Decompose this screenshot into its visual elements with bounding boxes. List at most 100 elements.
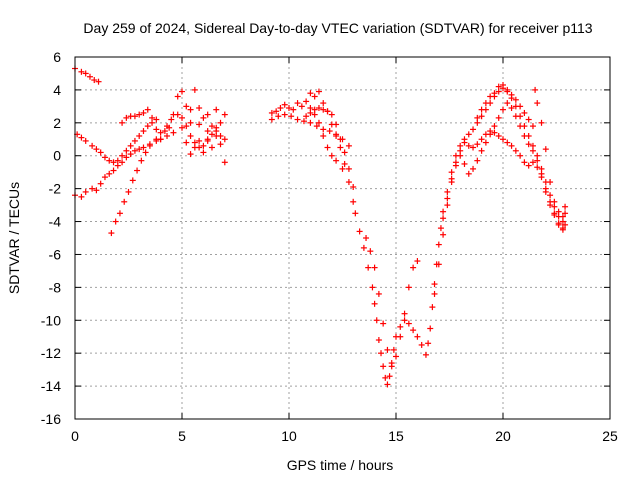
data-point [208,123,215,130]
data-point [101,154,108,161]
data-point [320,100,327,107]
plot-background [75,57,610,419]
data-point [144,106,151,113]
data-point [452,159,459,166]
data-point [78,134,85,141]
data-point [303,98,310,105]
data-point [119,159,126,166]
data-point [534,157,541,164]
data-point [153,126,160,133]
data-point [277,105,284,112]
data-point [328,111,335,118]
data-point [138,157,145,164]
data-point [328,152,335,159]
data-point [191,144,198,151]
data-point [559,213,566,220]
data-point [431,281,438,288]
data-point [315,105,322,112]
data-point [294,116,301,123]
data-point [146,142,153,149]
data-point [386,373,393,380]
data-point [140,109,147,116]
plot-frame [74,56,611,420]
data-point [119,152,126,159]
data-point [465,131,472,138]
data-point [114,157,121,164]
data-point [444,202,451,209]
data-point [350,198,357,205]
data-point [487,93,494,100]
data-point [303,113,310,120]
data-point [204,111,211,118]
data-point [371,300,378,307]
data-point [521,109,528,116]
data-point [106,170,113,177]
data-point [525,141,532,148]
data-point [431,290,438,297]
data-point [378,350,385,357]
data-point [495,114,502,121]
data-point [288,113,295,120]
data-point [380,320,387,327]
data-point [123,147,130,154]
data-point [390,346,397,353]
y-tick-label: -14 [41,378,61,394]
data-point [369,284,376,291]
data-point [275,113,282,120]
data-point [204,136,211,143]
data-point [134,167,141,174]
data-point [217,141,224,148]
data-point [461,160,468,167]
y-tick-label: -10 [41,312,61,328]
y-tick-label: -12 [41,345,61,361]
data-point [410,264,417,271]
data-point [196,137,203,144]
data-point [217,132,224,139]
data-points [72,65,569,388]
data-point [341,149,348,156]
data-point [440,208,447,215]
data-point [311,93,318,100]
data-point [551,211,558,218]
data-point [191,86,198,93]
data-point [435,241,442,248]
data-point [136,146,143,153]
data-point [320,126,327,133]
data-point [401,310,408,317]
data-point [517,152,524,159]
data-point [307,119,314,126]
data-point [482,139,489,146]
data-point [196,121,203,128]
data-point [474,157,481,164]
data-point [179,114,185,121]
data-point [504,139,511,146]
data-point [384,381,391,388]
data-point [508,142,515,149]
data-point [418,341,425,348]
data-point [504,86,511,93]
x-tick-label: 20 [495,428,511,444]
data-point [170,129,177,136]
data-point [375,290,382,297]
y-tick-label: -2 [49,181,62,197]
data-point [525,116,532,123]
data-point [470,144,477,151]
data-point [187,119,194,126]
data-point [157,136,164,143]
data-point [555,208,562,215]
data-point [360,244,367,251]
data-point [555,221,562,228]
data-point [345,165,352,172]
data-point [440,215,447,222]
data-point [213,106,220,113]
data-point [538,174,545,181]
data-point [140,128,147,135]
data-point [547,192,554,199]
y-tick-label: -6 [49,246,62,262]
data-point [350,183,357,190]
data-point [339,165,346,172]
data-point [82,70,89,77]
data-point [131,113,138,120]
data-point [183,123,190,130]
y-tick-label: 4 [53,82,61,98]
